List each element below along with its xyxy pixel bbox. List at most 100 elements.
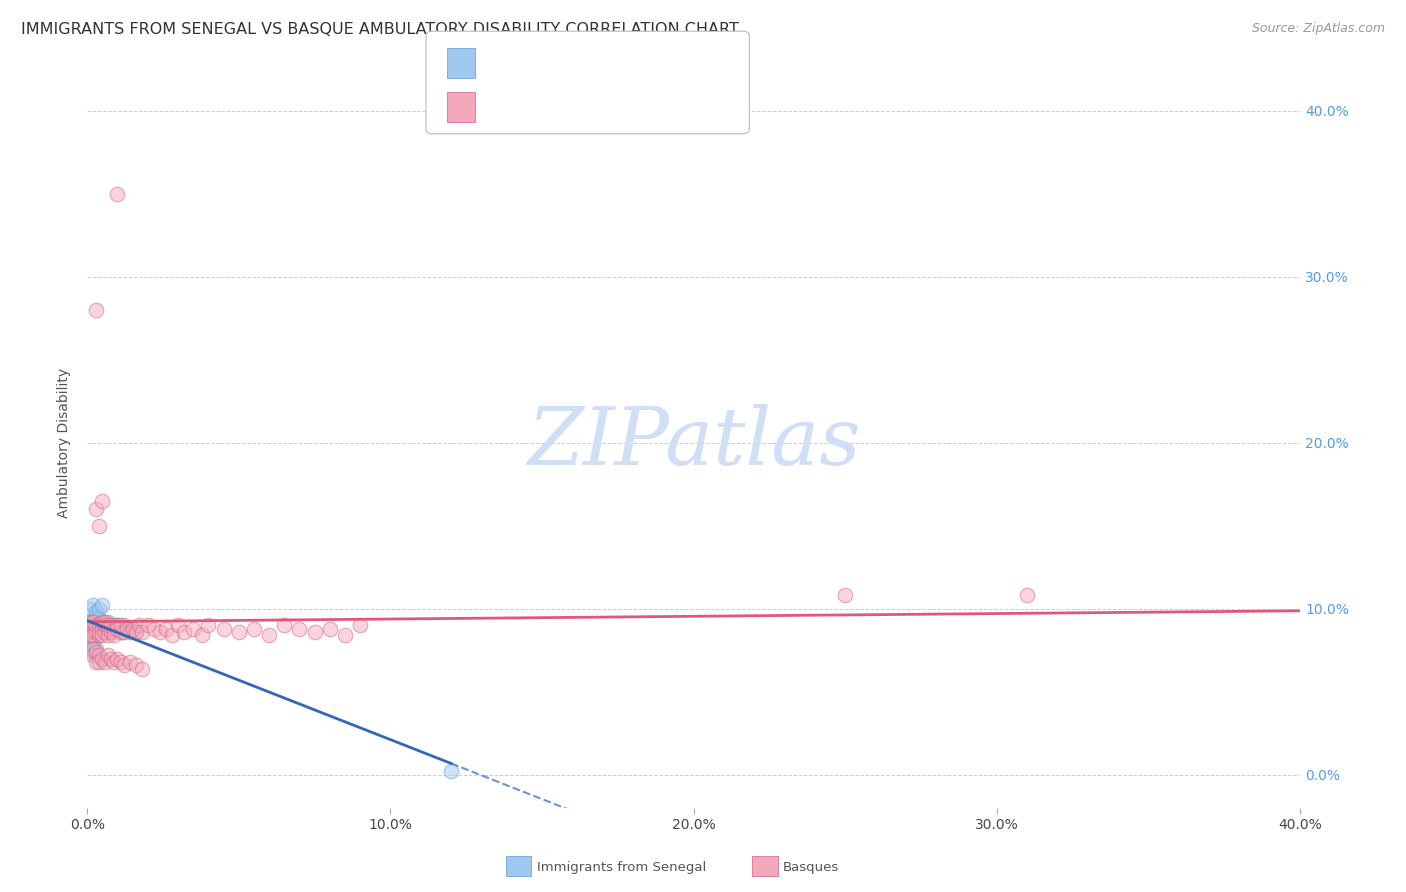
Point [84, 625, 107, 640]
Point [82, 645, 104, 659]
Point [100, 625, 122, 640]
Point [82, 612, 104, 626]
Point [84, 622, 107, 636]
Point [131, 625, 153, 640]
Point [110, 618, 132, 632]
Point [79, 641, 101, 656]
Point [149, 625, 172, 640]
Point [100, 625, 122, 640]
Point [79, 626, 101, 640]
Point [107, 186, 129, 201]
Point [103, 655, 125, 669]
Point [112, 625, 135, 640]
Point [273, 618, 295, 632]
Point [124, 625, 146, 640]
Point [118, 625, 141, 640]
Point [84, 615, 107, 629]
Point [107, 618, 129, 632]
Point [91, 651, 114, 665]
Point [118, 655, 141, 669]
Point [191, 628, 214, 642]
Point [97, 618, 120, 632]
Point [94, 615, 117, 629]
Point [121, 622, 143, 636]
Point [97, 622, 120, 636]
Text: Source: ZipAtlas.com: Source: ZipAtlas.com [1251, 22, 1385, 36]
Text: -0.190: -0.190 [526, 53, 579, 70]
Point [110, 625, 132, 640]
Point [103, 628, 125, 642]
Point [79, 635, 101, 649]
Point [110, 622, 132, 636]
Point [1017, 589, 1039, 603]
Point [97, 628, 120, 642]
Point [131, 661, 153, 675]
Point [112, 622, 135, 636]
Point [100, 618, 122, 632]
Text: 0.122: 0.122 [526, 97, 579, 115]
Point [89, 612, 111, 626]
Point [94, 655, 117, 669]
Point [82, 625, 104, 640]
Point [124, 625, 146, 640]
Point [91, 625, 114, 640]
Text: 80: 80 [624, 97, 645, 115]
Text: N =: N = [589, 97, 637, 115]
Point [82, 638, 104, 652]
Y-axis label: Ambulatory Disability: Ambulatory Disability [58, 368, 72, 517]
Point [100, 622, 122, 636]
Point [89, 625, 111, 640]
Point [103, 622, 125, 636]
Point [103, 622, 125, 636]
Point [103, 618, 125, 632]
Point [91, 615, 114, 629]
Point [107, 651, 129, 665]
Point [82, 628, 104, 642]
Point [84, 618, 107, 632]
Point [91, 599, 114, 613]
Point [89, 628, 111, 642]
Point [84, 645, 107, 659]
Point [121, 622, 143, 636]
Point [94, 622, 117, 636]
Point [97, 618, 120, 632]
Point [173, 625, 195, 640]
Point [94, 618, 117, 632]
Text: ZIPatlas: ZIPatlas [527, 404, 860, 482]
Point [89, 618, 111, 632]
Point [834, 589, 856, 603]
Point [243, 622, 266, 636]
Text: IMMIGRANTS FROM SENEGAL VS BASQUE AMBULATORY DISABILITY CORRELATION CHART: IMMIGRANTS FROM SENEGAL VS BASQUE AMBULA… [21, 22, 740, 37]
Point [82, 622, 104, 636]
Point [79, 601, 101, 615]
Point [84, 618, 107, 632]
Point [440, 764, 463, 779]
Text: Basques: Basques [783, 861, 839, 873]
Point [84, 610, 107, 624]
Point [84, 502, 107, 516]
Point [91, 622, 114, 636]
Point [97, 622, 120, 636]
Point [167, 618, 190, 632]
Point [333, 628, 356, 642]
Point [89, 618, 111, 632]
Point [91, 615, 114, 629]
Point [107, 622, 129, 636]
Point [181, 622, 204, 636]
Point [82, 641, 104, 656]
Point [257, 628, 280, 642]
Point [288, 622, 311, 636]
Point [97, 648, 120, 663]
Point [94, 618, 117, 632]
Point [82, 615, 104, 629]
Point [89, 626, 111, 640]
Point [89, 601, 111, 615]
Point [107, 618, 129, 632]
Point [212, 622, 235, 636]
Text: 51: 51 [624, 53, 645, 70]
Point [82, 625, 104, 640]
Point [91, 618, 114, 632]
Point [349, 618, 371, 632]
Point [91, 493, 114, 508]
Point [197, 618, 219, 632]
